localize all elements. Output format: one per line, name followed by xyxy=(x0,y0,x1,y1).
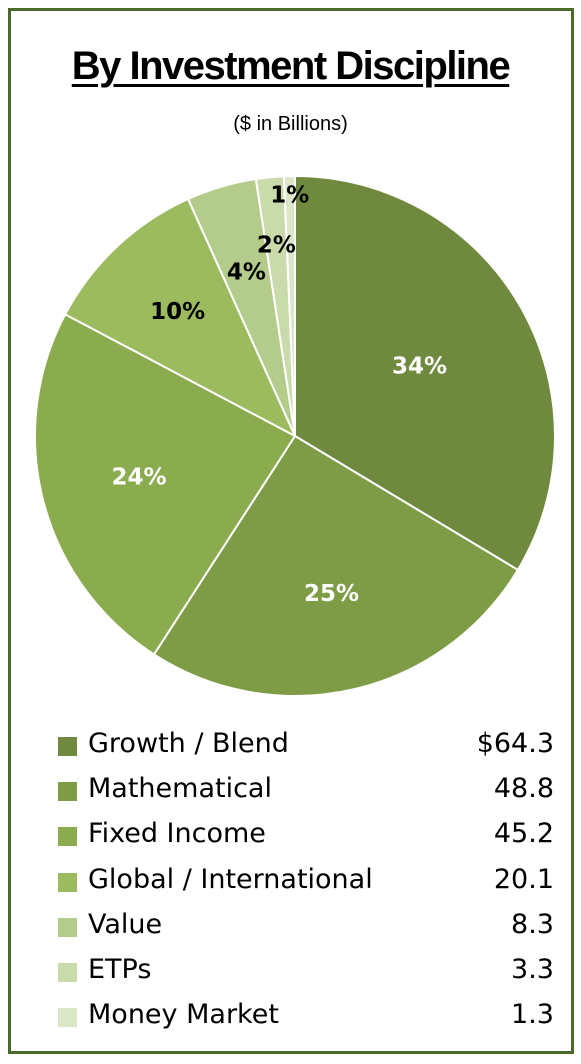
legend-label: Global / International xyxy=(88,863,373,895)
legend-item: Global / International 20.1 xyxy=(58,862,554,902)
legend-swatch xyxy=(58,917,77,937)
legend-item: Growth / Blend $64.3 xyxy=(58,726,554,766)
slice-percent-label: 4% xyxy=(227,259,266,285)
legend-value: 45.2 xyxy=(493,818,554,850)
legend-value: 8.3 xyxy=(511,908,554,940)
legend-value: 20.1 xyxy=(493,863,554,895)
legend-value: $64.3 xyxy=(476,728,554,759)
legend-swatch xyxy=(58,737,77,756)
legend-item: ETPs 3.3 xyxy=(58,952,554,992)
slice-percent-label: 1% xyxy=(270,182,309,208)
legend-label: ETPs xyxy=(88,954,152,985)
pie-slice xyxy=(63,197,298,439)
legend-label: Mathematical xyxy=(88,773,272,805)
legend-label: Value xyxy=(88,908,163,940)
slice-percent-label: 2% xyxy=(257,233,296,259)
legend-swatch xyxy=(58,827,77,847)
slice-percent-label: 24% xyxy=(111,465,166,491)
legend-swatch xyxy=(58,963,77,982)
legend-item: Fixed Income 45.2 xyxy=(58,816,554,856)
slice-percent-label: 34% xyxy=(392,354,447,380)
legend-value: 3.3 xyxy=(511,954,554,985)
slice-percent-label: 10% xyxy=(150,299,205,325)
legend-label: Fixed Income xyxy=(88,818,266,850)
legend-label: Money Market xyxy=(88,999,279,1031)
legend-item: Value 8.3 xyxy=(58,907,554,947)
legend-swatch xyxy=(58,782,77,802)
chart-subtitle: ($ in Billions) xyxy=(233,113,348,135)
legend-item: Mathematical 48.8 xyxy=(58,771,554,811)
legend-value: 48.8 xyxy=(493,773,554,805)
legend-swatch xyxy=(58,1008,77,1028)
legend-label: Growth / Blend xyxy=(88,728,289,759)
slice-percent-label: 25% xyxy=(304,581,359,607)
legend-item: Money Market 1.3 xyxy=(58,997,554,1037)
legend-swatch xyxy=(58,872,77,892)
chart-title: By Investment Discipline xyxy=(71,44,511,88)
pie-slice xyxy=(294,174,556,572)
pie-slice xyxy=(152,434,520,697)
legend-value: 1.3 xyxy=(511,999,554,1031)
pie-slice xyxy=(282,174,296,437)
pie-slice xyxy=(34,312,297,656)
